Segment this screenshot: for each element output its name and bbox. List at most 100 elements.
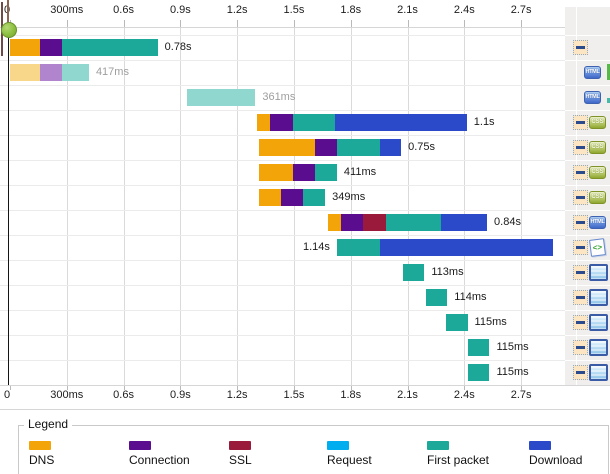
html-file-icon: HTML <box>589 215 606 229</box>
waterfall-bar[interactable] <box>257 114 467 131</box>
segment-first_packet <box>292 114 335 131</box>
waterfall-bar[interactable] <box>467 364 490 381</box>
axis-label-top: 300ms <box>50 4 84 16</box>
axis-tick-bottom <box>464 385 466 390</box>
collapse-button[interactable] <box>573 39 588 55</box>
axis-label-bottom: 2.1s <box>397 389 418 401</box>
collapse-button[interactable] <box>573 114 588 130</box>
minus-icon <box>576 345 585 349</box>
script-file-icon: <> <box>589 238 606 257</box>
row-separator <box>0 160 565 161</box>
axis-tick-top <box>180 20 182 27</box>
waterfall-bar[interactable] <box>328 214 487 231</box>
legend-title: Legend <box>24 418 73 431</box>
timeline-marker-handle[interactable] <box>0 22 17 38</box>
bar-time-label: 0.75s <box>408 141 436 153</box>
request-row: 0.78s <box>0 35 610 60</box>
waterfall-bar[interactable] <box>425 289 448 306</box>
html-file-icon: HTML <box>584 65 601 79</box>
axis-tick-top <box>293 20 295 27</box>
legend-item-label: Request <box>327 453 372 467</box>
segment-connection <box>281 189 304 206</box>
row-separator <box>0 60 565 61</box>
axis-label-bottom: 0.9s <box>169 389 191 401</box>
request-row: 114ms <box>0 285 610 310</box>
segment-dns <box>328 214 342 231</box>
axis-label-bottom: 0 <box>4 389 11 401</box>
gridline <box>350 27 352 385</box>
minus-icon <box>576 45 585 49</box>
request-row: 0.84s HTML <box>0 210 610 235</box>
segment-connection <box>341 214 364 231</box>
axis-label-top: 1.5s <box>283 4 305 16</box>
collapse-button[interactable] <box>573 214 588 230</box>
collapse-button[interactable] <box>573 264 588 280</box>
request-row: 115ms <box>0 310 610 335</box>
axis-label-bottom: 1.2s <box>226 389 248 401</box>
axis-label-bottom: 1.8s <box>340 389 362 401</box>
marker-line-top <box>7 0 9 23</box>
row-separator-right <box>565 110 610 111</box>
axis-label-bottom: 2.7s <box>510 389 532 401</box>
collapse-button[interactable] <box>573 239 588 255</box>
waterfall-bar[interactable] <box>259 189 326 206</box>
marker-line <box>7 29 10 385</box>
waterfall-bar[interactable] <box>10 64 89 81</box>
legend-swatch-dns <box>29 441 51 450</box>
segment-first_packet <box>385 214 442 231</box>
waterfall-bar[interactable] <box>467 339 490 356</box>
bar-time-label: 115ms <box>474 316 507 328</box>
request-row: 417ms HTML <box>0 60 610 85</box>
minus-icon <box>576 120 585 124</box>
axis-label-bottom: 1.5s <box>283 389 305 401</box>
legend-swatch-request <box>327 441 349 450</box>
waterfall-bar[interactable] <box>259 139 402 156</box>
minus-icon <box>576 295 585 299</box>
image-file-icon <box>589 364 608 381</box>
image-file-icon <box>589 264 608 281</box>
row-separator-right <box>565 35 610 36</box>
collapse-button[interactable] <box>573 164 588 180</box>
segment-dns <box>10 64 40 81</box>
request-row: 113ms <box>0 260 610 285</box>
legend-item-label: DNS <box>29 453 55 467</box>
legend-swatch-download <box>529 441 551 450</box>
legend-item-label: Download <box>529 453 583 467</box>
segment-connection <box>40 39 63 56</box>
axis-label-bottom: 0.6s <box>113 389 134 401</box>
waterfall-bar[interactable] <box>336 239 553 256</box>
row-separator-right <box>565 335 610 336</box>
row-separator-right <box>565 360 610 361</box>
segment-first_packet <box>445 314 468 331</box>
collapse-button[interactable] <box>573 189 588 205</box>
segment-connection <box>292 164 315 181</box>
collapse-button[interactable] <box>573 139 588 155</box>
bar-time-label: 0.78s <box>164 41 192 53</box>
chart-bottom-line <box>0 385 610 386</box>
collapse-button[interactable] <box>573 339 588 355</box>
waterfall-bar[interactable] <box>259 164 337 181</box>
css-file-icon: CSS <box>589 190 606 204</box>
waterfall-bar[interactable] <box>445 314 468 331</box>
axis-tick-top <box>407 20 409 27</box>
row-separator <box>0 260 565 261</box>
row-separator <box>0 335 565 336</box>
waterfall-bar[interactable] <box>10 39 158 56</box>
segment-first_packet <box>402 264 425 281</box>
collapse-button[interactable] <box>573 364 588 380</box>
gridline <box>180 27 182 385</box>
waterfall-bar[interactable] <box>186 89 256 106</box>
waterfall-bar[interactable] <box>402 264 425 281</box>
row-separator <box>0 360 565 361</box>
legend-swatch-connection <box>129 441 151 450</box>
html-file-icon: HTML <box>584 90 601 104</box>
segment-dns <box>259 189 282 206</box>
collapse-button[interactable] <box>573 314 588 330</box>
axis-label-top: 2.1s <box>397 4 418 16</box>
bar-time-label: 114ms <box>454 291 487 303</box>
axis-tick-bottom <box>350 385 352 390</box>
gridline <box>237 27 239 385</box>
row-separator-right <box>565 260 610 261</box>
collapse-button[interactable] <box>573 289 588 305</box>
